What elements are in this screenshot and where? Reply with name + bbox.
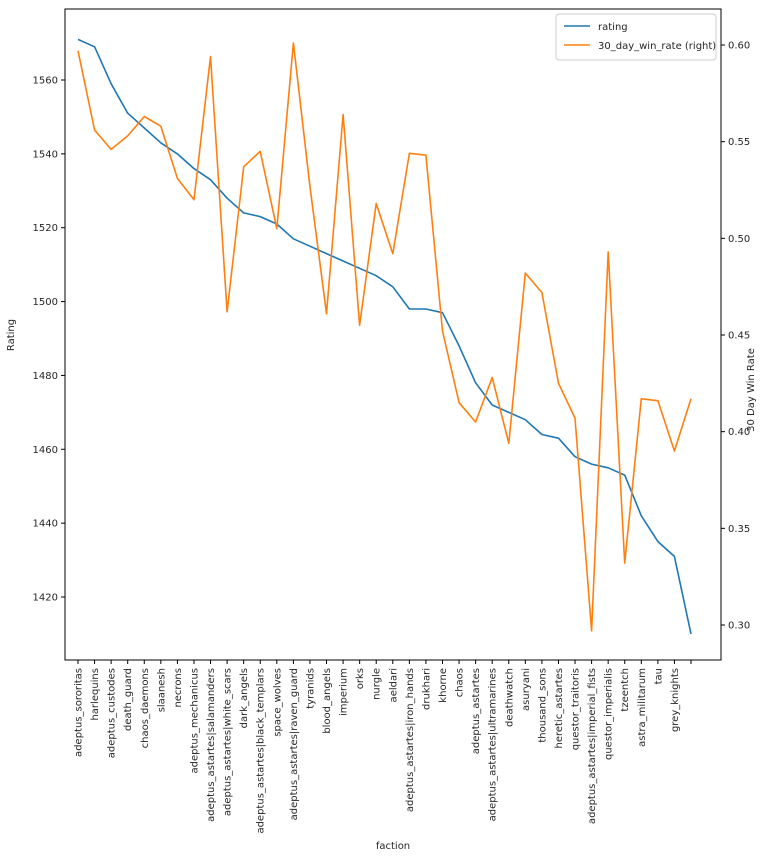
x-tick-label: adeptus_astartes|white_scars — [223, 668, 234, 816]
x-tick-label: adeptus_sororitas — [74, 668, 85, 757]
x-tick-label: necrons — [173, 668, 184, 708]
right-tick-label: 0.40 — [728, 427, 750, 438]
left-tick-label: 1440 — [33, 519, 58, 530]
x-tick-label: adeptus_astartes|salamanders — [206, 668, 217, 822]
left-tick-label: 1460 — [33, 445, 58, 456]
x-tick-label: aeldari — [388, 668, 399, 702]
x-tick-label: questor_traitoris — [571, 668, 582, 750]
x-tick-label: nurgle — [372, 668, 383, 700]
x-tick-label: orks — [355, 668, 366, 689]
x-tick-label: deathwatch — [504, 668, 515, 727]
right-tick-label: 0.30 — [728, 620, 750, 631]
right-tick-label: 0.60 — [728, 41, 750, 52]
rating-line — [77, 38, 692, 635]
x-tick-label: adeptus_astartes|ultramarines — [488, 668, 499, 821]
x-tick-label: chaos — [455, 668, 466, 697]
right-tick-label: 0.35 — [728, 524, 750, 535]
x-tick-label: astra_militarum — [637, 668, 648, 747]
data-series-lines — [77, 38, 692, 635]
x-tick-label: tau — [653, 668, 664, 684]
x-tick-label: tyranids — [305, 668, 316, 709]
x-tick-label: khorne — [438, 668, 449, 703]
right-tick-label: 0.45 — [728, 330, 750, 341]
x-tick-label: tzeentch — [620, 668, 631, 712]
x-tick-label: asuryani — [521, 668, 532, 711]
legend-box — [555, 13, 717, 61]
x-tick-label: questor_imperialis — [604, 668, 615, 760]
x-tick-label: blood_angels — [322, 668, 333, 734]
right-axis-ticks: 0.60 0.55 0.50 0.45 0.40 0.35 0.30 — [721, 41, 750, 631]
right-tick-label: 0.50 — [728, 234, 750, 245]
x-tick-label: chaos_daemons — [140, 668, 151, 748]
x-tick-label: death_guard — [123, 668, 134, 731]
winrate-line — [77, 42, 692, 632]
x-tick-label: adeptus_astartes|iron_hands — [405, 668, 416, 812]
x-tick-label: adeptus_astartes|imperial_fists — [587, 668, 598, 824]
x-tick-label: space_wolves — [272, 668, 283, 737]
left-tick-label: 1420 — [33, 593, 58, 604]
x-tick-label: grey_knights — [670, 668, 681, 732]
left-tick-label: 1540 — [33, 149, 58, 160]
x-tick-label: adeptus_astartes — [471, 668, 482, 754]
plot-area — [64, 8, 722, 661]
y-axis-label-left: Rating — [6, 319, 17, 351]
legend-winrate-label: 30_day_win_rate (right) — [598, 41, 716, 52]
x-tick-label: heretic_astartes — [554, 668, 565, 749]
legend[interactable]: rating 30_day_win_rate (right) — [555, 13, 717, 61]
left-tick-label: 1480 — [33, 371, 58, 382]
legend-rating-label: rating — [598, 22, 628, 33]
left-tick-label: 1520 — [33, 223, 58, 234]
y-axis-label-right: 30 Day Win Rate — [746, 348, 757, 432]
left-axis-ticks: 1560 1540 1520 1500 1480 1460 1440 1420 — [33, 76, 65, 604]
x-tick-label: adeptus_astartes|black_templars — [256, 668, 267, 834]
x-tick-label: adeptus_custodes — [107, 668, 118, 758]
right-tick-label: 0.55 — [728, 137, 750, 148]
x-tick-label: adeptus_astartes|raven_guard — [289, 668, 300, 820]
x-tick-label: adeptus_mechanicus — [189, 668, 200, 773]
x-tick-label: harlequins — [90, 668, 101, 721]
x-axis-label: faction — [376, 841, 410, 852]
x-axis-ticks: adeptus_sororitas harlequins adeptus_custo… — [74, 660, 692, 834]
left-tick-label: 1560 — [33, 76, 58, 87]
x-tick-label: dark_angels — [239, 668, 250, 728]
left-tick-label: 1500 — [33, 297, 58, 308]
x-tick-label: slaanesh — [156, 668, 167, 712]
x-tick-label: imperium — [339, 668, 350, 716]
x-tick-label: thousand_sons — [537, 668, 548, 743]
x-tick-label: drukhari — [421, 668, 432, 710]
